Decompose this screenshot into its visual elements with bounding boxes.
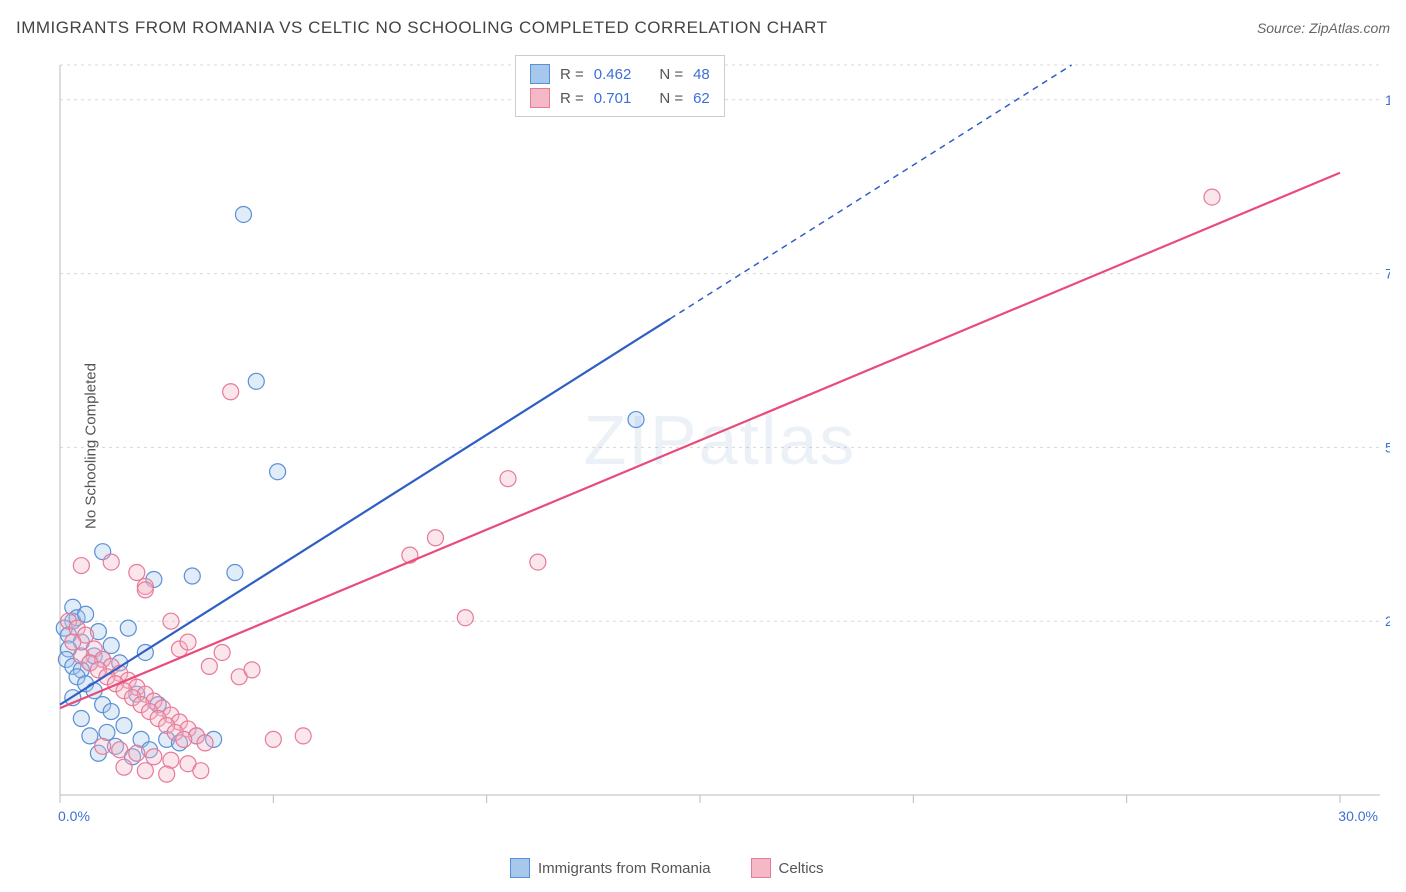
n-label: N = [659, 66, 683, 83]
n-value: 48 [693, 66, 710, 83]
svg-text:10.0%: 10.0% [1385, 92, 1390, 108]
chart-title: IMMIGRANTS FROM ROMANIA VS CELTIC NO SCH… [16, 18, 828, 38]
r-label: R = [560, 90, 584, 107]
series-legend: Immigrants from Romania Celtics [510, 858, 824, 878]
r-value: 0.701 [594, 90, 632, 107]
source-attribution: Source: ZipAtlas.com [1257, 20, 1390, 36]
legend-item: Celtics [751, 858, 824, 878]
correlation-legend: R = 0.462 N = 48 R = 0.701 N = 62 [515, 55, 725, 117]
n-label: N = [659, 90, 683, 107]
legend-row: R = 0.462 N = 48 [530, 62, 710, 86]
series-name: Celtics [779, 860, 824, 877]
chart-header: IMMIGRANTS FROM ROMANIA VS CELTIC NO SCH… [16, 18, 1390, 38]
n-value: 62 [693, 90, 710, 107]
legend-swatch [510, 858, 530, 878]
legend-swatch [530, 88, 550, 108]
svg-text:5.0%: 5.0% [1385, 439, 1390, 455]
r-label: R = [560, 66, 584, 83]
legend-swatch [751, 858, 771, 878]
scatter-plot: 0.0%30.0%2.5%5.0%7.5%10.0% ZIPatlas [50, 55, 1390, 825]
svg-text:30.0%: 30.0% [1338, 808, 1378, 824]
chart-canvas: 0.0% 30.0% 2.5% 5.0% 7.5% 10.0% [50, 55, 1390, 825]
legend-row: R = 0.701 N = 62 [530, 86, 710, 110]
r-value: 0.462 [594, 66, 632, 83]
svg-text:2.5%: 2.5% [1385, 613, 1390, 629]
legend-swatch [530, 64, 550, 84]
series-name: Immigrants from Romania [538, 860, 711, 877]
legend-item: Immigrants from Romania [510, 858, 711, 878]
svg-text:0.0%: 0.0% [58, 808, 90, 824]
y-axis-label: No Schooling Completed [82, 363, 99, 529]
svg-text:7.5%: 7.5% [1385, 266, 1390, 282]
